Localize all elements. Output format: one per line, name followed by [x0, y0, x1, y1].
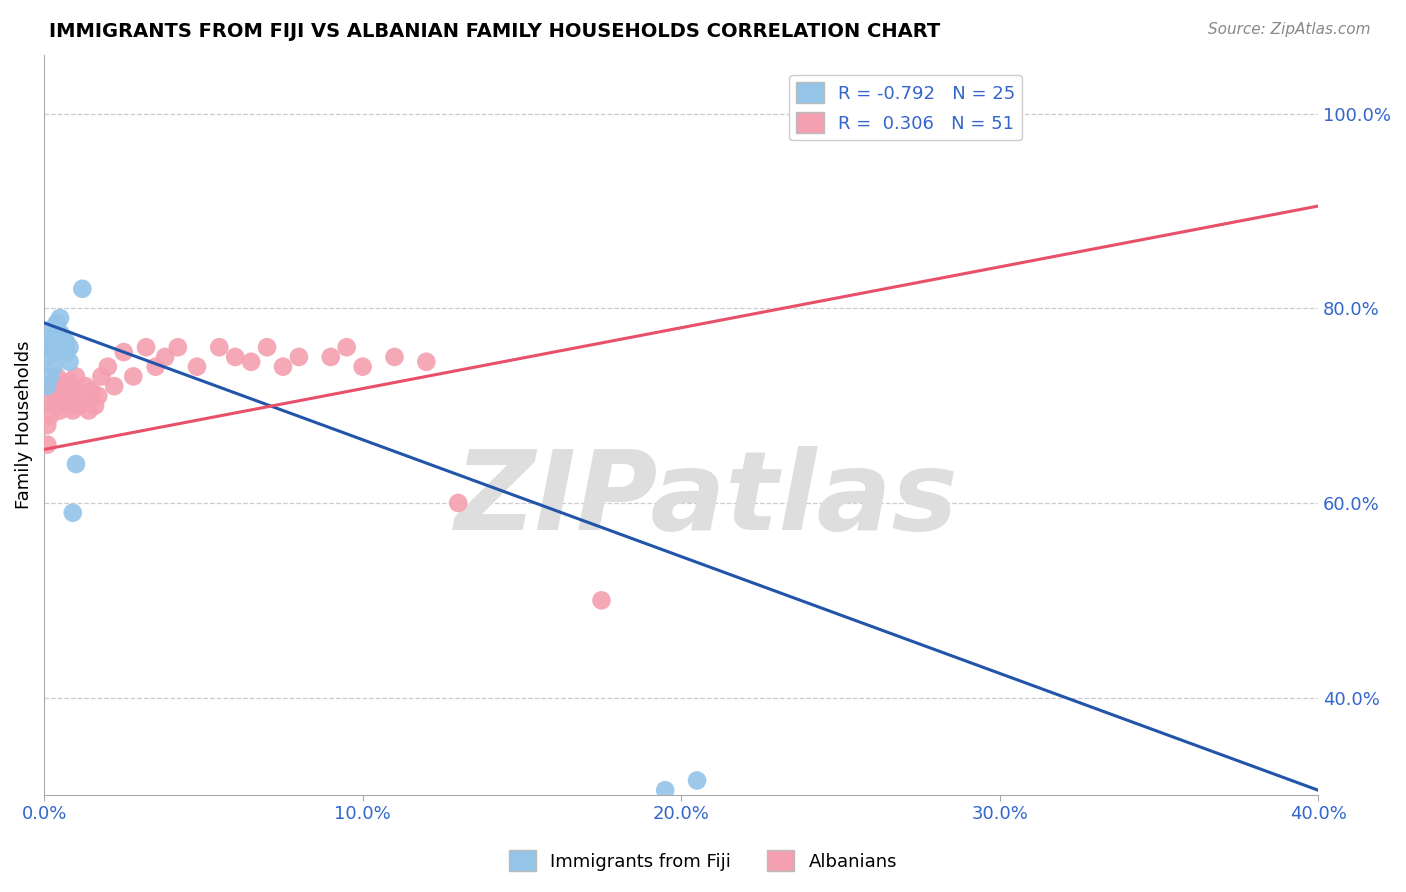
Point [55, 389, 77, 403]
Point [80, 384, 103, 398]
Point [42, 399, 65, 413]
Point [45, 345, 67, 359]
Point [103, 379, 125, 393]
Point [39, 369, 62, 384]
Point [42, 359, 65, 374]
Point [271, 359, 294, 374]
Y-axis label: Family Households: Family Households [15, 341, 32, 509]
Point [153, 350, 176, 364]
Point [37, 437, 59, 451]
Point [49, 340, 72, 354]
Point [686, 773, 709, 788]
Point [352, 359, 374, 374]
Point [72, 389, 94, 403]
Point [112, 345, 135, 359]
Text: IMMIGRANTS FROM FIJI VS ALBANIAN FAMILY HOUSEHOLDS CORRELATION CHART: IMMIGRANTS FROM FIJI VS ALBANIAN FAMILY … [49, 22, 941, 41]
Point [591, 593, 613, 607]
Point [208, 340, 231, 354]
Point [62, 389, 84, 403]
Point [240, 355, 263, 369]
Point [49, 311, 72, 326]
Text: ZIPatlas: ZIPatlas [454, 446, 959, 552]
Point [37, 350, 59, 364]
Point [45, 389, 67, 403]
Point [167, 340, 190, 354]
Point [319, 350, 342, 364]
Point [224, 350, 246, 364]
Point [62, 403, 84, 417]
Point [62, 506, 84, 520]
Point [55, 379, 77, 393]
Point [77, 403, 100, 417]
Legend: R = -0.792   N = 25, R =  0.306   N = 51: R = -0.792 N = 25, R = 0.306 N = 51 [789, 75, 1022, 140]
Point [39, 340, 62, 354]
Point [42, 320, 65, 334]
Point [75, 379, 97, 393]
Point [45, 369, 67, 384]
Point [384, 350, 406, 364]
Point [45, 316, 67, 330]
Point [58, 399, 80, 413]
Point [49, 403, 72, 417]
Point [97, 359, 120, 374]
Point [65, 369, 87, 384]
Point [447, 496, 470, 510]
Point [37, 418, 59, 433]
Point [122, 369, 145, 384]
Point [37, 379, 59, 393]
Point [256, 340, 278, 354]
Point [39, 330, 62, 344]
Point [49, 379, 72, 393]
Point [65, 457, 87, 471]
Point [58, 374, 80, 388]
Point [84, 399, 107, 413]
Point [55, 345, 77, 359]
Point [42, 335, 65, 350]
Point [52, 384, 75, 398]
Point [336, 340, 359, 354]
Point [39, 409, 62, 423]
Point [90, 369, 112, 384]
Point [67, 399, 90, 413]
Point [52, 393, 75, 408]
Point [49, 399, 72, 413]
Point [87, 389, 110, 403]
Point [42, 379, 65, 393]
Point [52, 330, 75, 344]
Point [49, 326, 72, 340]
Point [58, 340, 80, 354]
Legend: Immigrants from Fiji, Albanians: Immigrants from Fiji, Albanians [502, 843, 904, 879]
Point [654, 783, 676, 797]
Point [288, 350, 311, 364]
Point [55, 335, 77, 350]
Point [186, 359, 208, 374]
Point [45, 330, 67, 344]
Point [145, 359, 167, 374]
Text: Source: ZipAtlas.com: Source: ZipAtlas.com [1208, 22, 1371, 37]
Point [39, 389, 62, 403]
Point [52, 340, 75, 354]
Point [58, 355, 80, 369]
Point [135, 340, 157, 354]
Point [65, 384, 87, 398]
Point [415, 355, 437, 369]
Point [72, 282, 94, 296]
